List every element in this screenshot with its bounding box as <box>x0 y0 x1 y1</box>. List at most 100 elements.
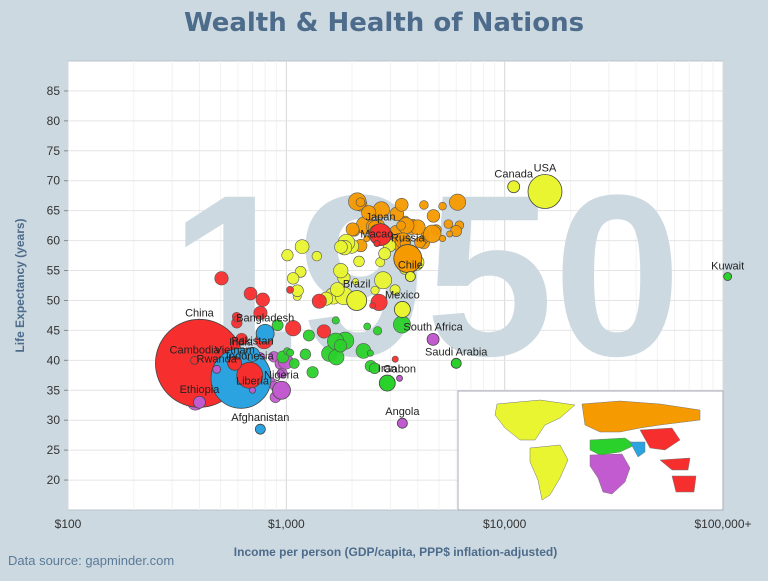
y-tick-label: 40 <box>47 353 61 367</box>
country-bubble-cambodia <box>190 355 199 365</box>
country-bubble <box>299 348 312 360</box>
country-label: South Africa <box>403 321 463 333</box>
country-bubble <box>443 219 454 229</box>
y-tick-label: 25 <box>47 443 61 457</box>
country-bubble <box>378 247 391 260</box>
country-label: Afghanistan <box>231 412 289 424</box>
country-label: Angola <box>385 406 420 418</box>
country-bubble-usa <box>527 174 563 209</box>
country-bubble-afghanistan <box>254 423 266 435</box>
country-label: Iran <box>378 363 397 375</box>
country-bubble <box>352 278 359 286</box>
country-bubble <box>287 272 300 285</box>
country-bubble <box>286 285 294 294</box>
country-bubble <box>446 230 454 238</box>
country-bubble <box>294 239 310 254</box>
x-axis-title: Income per person (GDP/capita, PPP$ infl… <box>234 545 557 559</box>
country-bubble-chile <box>404 271 416 282</box>
country-bubble-canada <box>507 180 521 194</box>
map-region-asia <box>659 457 691 471</box>
country-bubble-nigeria <box>272 380 291 400</box>
x-tick-label: $100,000+ <box>694 517 751 531</box>
country-bubble <box>253 305 268 320</box>
map-region-asia <box>671 475 697 493</box>
country-bubble <box>355 197 366 207</box>
country-label: China <box>185 307 215 319</box>
country-label: Gabon <box>383 363 416 375</box>
country-label: Brazil <box>343 278 371 290</box>
country-bubble-bangladesh <box>255 323 275 343</box>
country-bubble-saudi-arabia <box>450 357 462 369</box>
country-bubble <box>423 224 442 243</box>
country-bubble <box>426 209 441 223</box>
country-label: Macao <box>360 229 393 241</box>
country-bubble <box>330 282 345 297</box>
country-label: Mexico <box>385 289 420 301</box>
country-bubble <box>306 366 319 379</box>
country-bubble <box>396 220 406 231</box>
country-bubble-vietnam <box>227 355 243 371</box>
country-bubble <box>368 362 381 375</box>
map-region-asia <box>639 427 681 451</box>
country-label: Liberia <box>236 375 270 387</box>
country-bubble <box>316 324 332 339</box>
country-bubble-brazil <box>346 290 368 311</box>
country-bubble <box>449 193 467 211</box>
y-tick-label: 85 <box>47 84 61 98</box>
country-bubble <box>311 251 322 262</box>
chart-title: Wealth & Health of Nations <box>183 8 585 38</box>
map-region-americas <box>494 399 576 441</box>
country-bubble-mexico <box>393 301 411 318</box>
x-tick-label: $100 <box>55 517 82 531</box>
country-bubble <box>414 236 426 249</box>
country-bubble <box>373 326 383 336</box>
country-bubble <box>276 369 285 378</box>
country-label: Indonesia <box>226 350 275 362</box>
y-tick-label: 45 <box>47 323 61 337</box>
country-bubble <box>363 322 372 331</box>
x-tick-label: $1,000 <box>268 517 305 531</box>
country-bubble <box>419 200 429 210</box>
country-bubble <box>333 263 349 279</box>
country-bubble-rwanda <box>212 364 222 374</box>
y-tick-label: 30 <box>47 413 61 427</box>
country-bubble <box>311 293 327 309</box>
y-tick-label: 35 <box>47 383 61 397</box>
y-tick-label: 70 <box>47 174 61 188</box>
map-region-africa <box>589 453 631 495</box>
country-bubble <box>389 284 401 296</box>
country-bubble <box>331 316 340 325</box>
map-region-americas <box>529 444 569 501</box>
country-bubble <box>288 358 300 369</box>
map-region-europe <box>581 400 701 433</box>
country-bubble-kuwait <box>723 272 733 281</box>
country-bubble <box>366 349 374 357</box>
country-label: Chile <box>398 260 423 272</box>
map-region-south-asia <box>629 441 646 458</box>
country-bubble <box>243 286 258 301</box>
country-bubble <box>255 292 270 307</box>
country-bubble <box>374 271 393 290</box>
y-tick-label: 80 <box>47 114 61 128</box>
country-label: India <box>229 336 254 348</box>
y-tick-label: 65 <box>47 204 61 218</box>
map-continents <box>494 399 701 501</box>
country-bubble <box>394 197 409 212</box>
y-axis-title: Life Expectancy (years) <box>13 218 27 352</box>
country-bubble <box>214 271 229 286</box>
country-bubble <box>369 302 376 309</box>
y-tick-label: 50 <box>47 293 61 307</box>
x-tick-label: $10,000 <box>483 517 527 531</box>
country-bubble-liberia <box>249 386 256 394</box>
country-label: Pakistan <box>231 335 273 347</box>
y-tick-label: 20 <box>47 473 61 487</box>
country-bubble-japan <box>369 223 392 247</box>
country-label: Ethiopia <box>180 384 221 396</box>
country-label: Saudi Arabia <box>425 346 488 358</box>
country-bubble <box>286 348 295 357</box>
y-tick-label: 75 <box>47 144 61 158</box>
country-bubble-ethiopia <box>193 395 206 409</box>
country-bubble <box>302 329 315 342</box>
